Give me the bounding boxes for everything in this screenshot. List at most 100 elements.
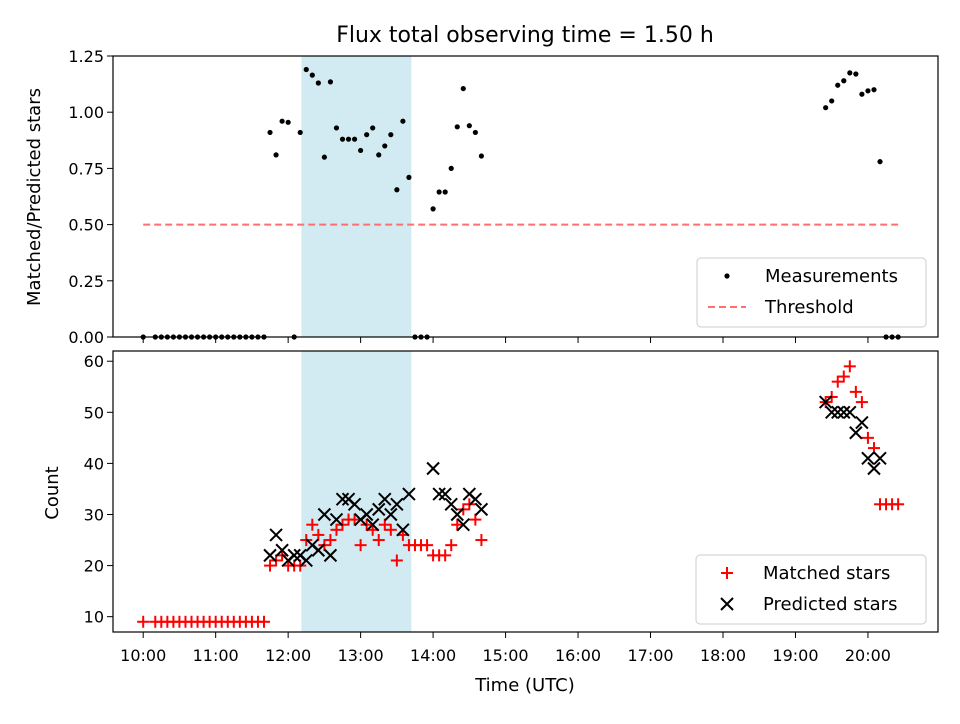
predicted-star-point bbox=[317, 507, 332, 522]
measurement-point bbox=[388, 132, 394, 138]
measurement-point bbox=[829, 98, 835, 104]
x-tick-label: 14:00 bbox=[410, 646, 456, 665]
predicted-star-point bbox=[402, 487, 416, 501]
measurement-point bbox=[841, 78, 847, 84]
predicted-star-point bbox=[831, 405, 845, 420]
measurement-point bbox=[472, 129, 478, 136]
matched-star-point bbox=[892, 498, 905, 511]
measurement-point bbox=[273, 152, 279, 158]
predicted-star-point bbox=[438, 487, 452, 501]
matched-star-point bbox=[324, 534, 337, 547]
measurement-point bbox=[333, 125, 340, 131]
y-tick-label: 0.75 bbox=[68, 159, 104, 178]
measurement-point bbox=[436, 189, 442, 195]
measurement-point bbox=[279, 118, 285, 124]
predicted-star-point bbox=[818, 395, 833, 409]
x-tick-label: 17:00 bbox=[627, 646, 673, 665]
measurement-point bbox=[351, 136, 358, 142]
x-tick-label: 10:00 bbox=[120, 646, 166, 665]
bottom-series bbox=[137, 360, 905, 628]
matched-star-point bbox=[831, 375, 844, 388]
measurement-point bbox=[847, 70, 853, 76]
predicted-star-point bbox=[263, 548, 277, 563]
matched-star-point bbox=[837, 370, 850, 383]
y-tick-label: 0.50 bbox=[68, 216, 104, 235]
y-tick-label: 1.00 bbox=[68, 103, 104, 122]
measurement-point bbox=[370, 125, 376, 131]
measurement-point bbox=[303, 66, 309, 73]
measurement-point bbox=[835, 82, 841, 88]
matched-star-point bbox=[421, 539, 434, 552]
predicted-star-point bbox=[873, 451, 887, 465]
legend-matched-label: Matched stars bbox=[763, 563, 890, 584]
matched-star-point bbox=[372, 534, 385, 547]
matched-star-point bbox=[390, 554, 403, 567]
predicted-star-point bbox=[359, 507, 374, 522]
matched-star-point bbox=[354, 539, 367, 552]
legend-measurements-label: Measurements bbox=[765, 266, 898, 287]
y-tick-label: 1.25 bbox=[68, 47, 104, 66]
predicted-star-point bbox=[396, 523, 410, 537]
legend-matched-marker bbox=[721, 567, 733, 579]
x-tick-label: 11:00 bbox=[193, 646, 239, 665]
top-series bbox=[140, 66, 901, 340]
predicted-star-point bbox=[468, 492, 483, 506]
predicted-star-point bbox=[275, 543, 289, 557]
measurement-point bbox=[309, 72, 315, 78]
matched-star-point bbox=[451, 518, 464, 531]
measurement-point bbox=[460, 85, 466, 92]
bottom-axes-frame bbox=[112, 350, 939, 633]
top-panel: Flux total observing time = 1.50 h Match… bbox=[24, 23, 939, 347]
predicted-star-point bbox=[861, 451, 875, 465]
predicted-star-point bbox=[824, 405, 839, 420]
predicted-star-point bbox=[384, 507, 398, 522]
predicted-star-point bbox=[287, 548, 301, 563]
measurement-point bbox=[871, 87, 877, 93]
measurement-point bbox=[823, 105, 829, 111]
x-axis-label: Time (UTC) bbox=[474, 675, 575, 696]
bottom-y-ticks: 10 20 30 40 50 60 bbox=[84, 352, 113, 627]
measurement-point bbox=[406, 174, 412, 180]
legend-predicted-marker bbox=[720, 597, 734, 611]
chart-title: Flux total observing time = 1.50 h bbox=[336, 23, 714, 48]
measurement-point bbox=[877, 159, 883, 165]
x-tick-label: 16:00 bbox=[555, 646, 601, 665]
measurement-point bbox=[478, 153, 485, 159]
matched-star-point bbox=[306, 518, 319, 531]
measurement-point bbox=[394, 187, 400, 193]
predicted-star-point bbox=[299, 553, 313, 568]
matched-star-point bbox=[264, 559, 277, 572]
matched-star-point bbox=[439, 549, 452, 562]
matched-star-point bbox=[384, 523, 397, 536]
matched-star-point bbox=[843, 360, 856, 373]
measurement-point bbox=[454, 124, 460, 130]
predicted-star-point bbox=[390, 497, 404, 511]
measurement-point bbox=[400, 118, 406, 124]
measurement-point bbox=[442, 189, 448, 195]
predicted-star-point bbox=[329, 512, 344, 527]
measurement-point bbox=[853, 71, 859, 77]
predicted-star-point bbox=[311, 543, 326, 557]
top-y-axis-label: Matched/Predicted stars bbox=[24, 88, 45, 306]
predicted-star-point bbox=[474, 502, 489, 517]
y-tick-label: 0.00 bbox=[68, 328, 104, 347]
y-tick-label: 0.25 bbox=[68, 272, 104, 291]
matched-star-point bbox=[475, 534, 488, 547]
observing-window-band-bottom bbox=[301, 351, 412, 632]
measurement-point bbox=[448, 165, 454, 171]
measurement-point bbox=[859, 91, 865, 97]
measurement-point bbox=[430, 206, 436, 212]
measurement-point bbox=[339, 136, 346, 142]
predicted-star-point bbox=[378, 492, 392, 506]
y-tick-label: 10 bbox=[84, 608, 104, 627]
predicted-star-point bbox=[335, 492, 350, 506]
measurement-point bbox=[285, 119, 291, 125]
matched-star-point bbox=[312, 528, 325, 541]
bottom-panel: Count Time (UTC) 10 20 30 40 50 60 10:00 11:00… bbox=[42, 350, 939, 696]
predicted-star-point bbox=[323, 548, 338, 563]
predicted-star-point bbox=[849, 426, 863, 440]
measurement-point bbox=[364, 132, 370, 138]
matched-star-point bbox=[867, 442, 880, 455]
predicted-star-point bbox=[426, 461, 440, 476]
